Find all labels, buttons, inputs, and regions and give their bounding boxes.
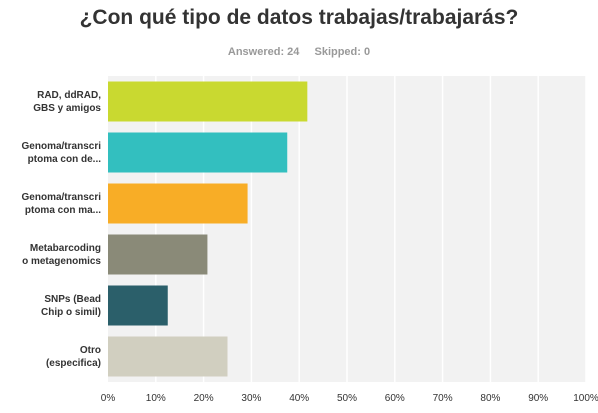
category-label: Otro (especifica) [45,344,101,369]
x-tick-label: 10% [146,393,166,404]
category-label: Metabarcoding o metagenomics [22,242,101,267]
x-tick-label: 50% [337,393,357,404]
x-tick-label: 70% [433,393,453,404]
category-label: SNPs (Bead Chip o simil) [41,293,101,318]
x-tick-label: 90% [528,393,548,404]
bar [108,285,168,326]
category-label: RAD, ddRAD, GBS y amigos [33,89,101,114]
category-label: Genoma/transcri ptoma con de... [21,140,101,165]
x-tick-label: 80% [480,393,500,404]
x-tick-label: 30% [241,393,261,404]
bar [108,81,308,122]
bar [108,336,228,377]
x-tick-label: 100% [573,393,598,404]
skipped-count: Skipped: 0 [314,46,371,58]
bar [108,132,288,173]
x-tick-label: 40% [289,393,309,404]
x-tick-label: 20% [194,393,214,404]
category-label: Genoma/transcri ptoma con ma... [21,191,101,216]
x-tick-label: 0% [101,393,116,404]
bar [108,183,248,224]
response-summary: Answered: 24 Skipped: 0 [0,46,598,58]
answered-count: Answered: 24 [227,46,300,58]
chart-title: ¿Con qué tipo de datos trabajas/trabajar… [79,6,519,29]
bar [108,234,208,275]
x-tick-label: 60% [385,393,405,404]
